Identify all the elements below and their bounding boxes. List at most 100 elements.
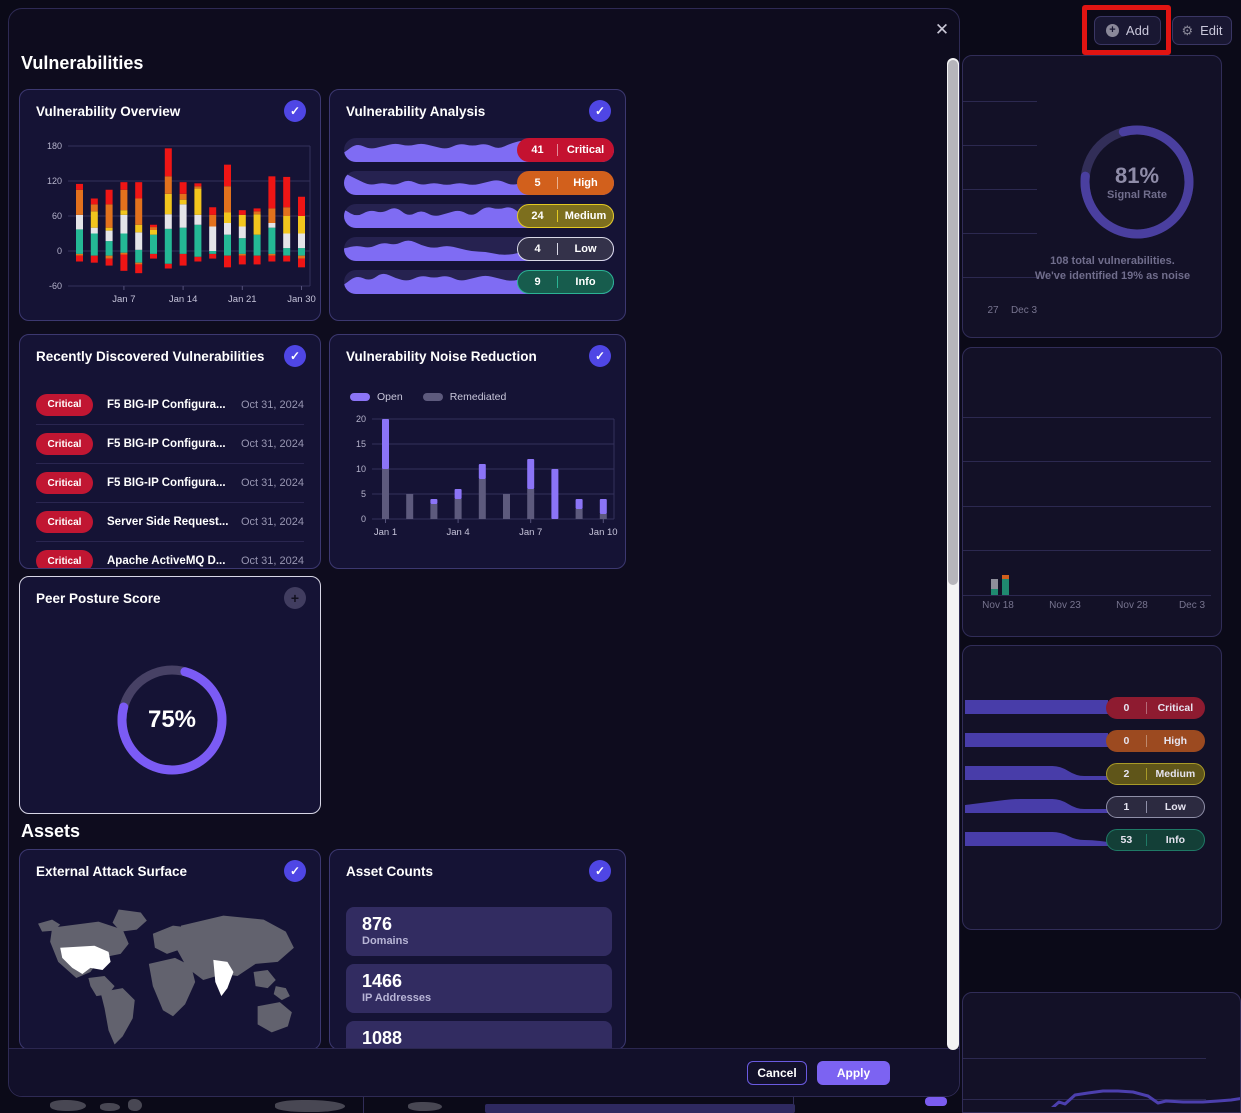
asset-count-tile: 876 Domains (346, 907, 612, 956)
legend-label: Open (377, 391, 403, 403)
section-title-vulnerabilities: Vulnerabilities (21, 53, 144, 73)
severity-badge: Critical (36, 393, 93, 416)
vulnerability-date: Oct 31, 2024 (241, 398, 304, 411)
axis-tick-label: 27 (987, 305, 999, 316)
vulnerability-list-item: Critical Server Side Request... Oct 31, 20… (36, 502, 304, 541)
asset-count-tile: 1466 IP Addresses (346, 964, 612, 1013)
svg-text:Jan 10: Jan 10 (589, 527, 618, 538)
severity-pill-info: 9 Info (517, 270, 614, 294)
peer-posture-gauge: 75% (113, 661, 231, 779)
bg-sparkline-chart (965, 700, 1108, 714)
plus-circle-icon: + (1105, 24, 1119, 37)
widget-selected-toggle[interactable]: ✓ (284, 860, 306, 882)
gridline (963, 145, 1037, 146)
peer-posture-donut (117, 665, 227, 775)
trend-line-chart (1051, 1089, 1240, 1107)
legend-swatch-remediated (422, 393, 443, 402)
widget-card-asset-counts: Asset Counts ✓ 876 Domains 1466 IP Addresse… (329, 849, 626, 1050)
map-fragment (128, 1099, 142, 1111)
axis-tick-label: Dec 3 (1010, 305, 1038, 316)
gridline (963, 595, 1211, 596)
severity-row-critical: 41 Critical (344, 138, 614, 162)
bg-severity-label: Critical (1145, 702, 1204, 714)
severity-label: Low (557, 243, 613, 255)
severity-pill-critical: 41 Critical (517, 138, 614, 162)
vulnerability-list-item: Critical F5 BIG-IP Configura... Oct 31, 20… (36, 424, 304, 463)
vulnerability-list: Critical F5 BIG-IP Configura... Oct 31, 20… (36, 385, 304, 568)
asset-count-value: 1466 (362, 971, 403, 991)
chart-legend: Open Remediated (350, 391, 506, 403)
widget-card-vulnerability-overview: Vulnerability Overview ✓ 180 120 60 0 -60 Jan… (19, 89, 321, 321)
vulnerability-date: Oct 31, 2024 (241, 438, 304, 450)
severity-spark-rows: 41 Critical 5 High 24 Medium 4 Low 9 Info (344, 138, 614, 303)
bg-severity-row-info: 53 Info (963, 828, 1221, 852)
widget-add-toggle[interactable]: + (284, 587, 306, 609)
apply-button[interactable]: Apply (817, 1061, 890, 1085)
svg-text:15: 15 (356, 439, 366, 449)
bg-severity-label: High (1145, 735, 1204, 747)
svg-text:0: 0 (361, 514, 366, 524)
bg-severity-row-critical: 0 Critical (963, 696, 1221, 720)
gridline (963, 550, 1211, 551)
bg-severity-sparkline (965, 731, 1108, 752)
vulnerability-date: Oct 31, 2024 (241, 555, 304, 567)
bg-severity-count: 0 (1123, 702, 1130, 714)
svg-text:Jan 7: Jan 7 (519, 527, 542, 538)
severity-pill-high: 5 High (517, 171, 614, 195)
gridline (963, 1099, 1206, 1100)
add-button[interactable]: + Add (1094, 16, 1161, 45)
bg-severity-sparkline (965, 698, 1108, 719)
trend-bar-segment (991, 589, 998, 595)
scrollbar[interactable] (947, 58, 959, 1050)
noise-reduction-chart: 20 15 10 5 0 Jan 1 Jan 4 Jan 7 Jan 10 (356, 414, 618, 538)
bg-severity-pill-medium: 2 Medium (1106, 763, 1205, 785)
bg-severity-pill-critical: 0 Critical (1106, 697, 1205, 719)
bg-sparkline-chart (965, 799, 1108, 813)
vulnerability-date: Oct 31, 2024 (241, 477, 304, 489)
severity-label: Critical (557, 144, 613, 156)
widget-title: External Attack Surface (36, 864, 188, 879)
widget-title: Vulnerability Overview (36, 104, 181, 119)
vulnerability-name: F5 BIG-IP Configura... (107, 398, 226, 411)
bg-severity-count: 53 (1120, 834, 1133, 846)
widget-modal: ✕ Vulnerabilities Vulnerability Overview… (8, 8, 960, 1097)
bg-severity-row-high: 0 High (963, 729, 1221, 753)
scrollbar-thumb[interactable] (948, 60, 958, 585)
severity-row-info: 9 Info (344, 270, 614, 294)
bg-sparkline-chart (965, 832, 1108, 846)
widget-selected-toggle[interactable]: ✓ (589, 345, 611, 367)
bg-pill-fragment (925, 1097, 947, 1106)
bg-severity-label: Low (1145, 801, 1204, 813)
severity-pill-medium: 24 Medium (517, 204, 614, 228)
svg-text:-60: -60 (49, 281, 62, 291)
widget-card-noise-reduction: Vulnerability Noise Reduction ✓ Open Rem… (329, 334, 626, 569)
widget-selected-toggle[interactable]: ✓ (284, 100, 306, 122)
signal-rate-gauge: 81% Signal Rate (1075, 120, 1199, 244)
map-fragment (100, 1103, 120, 1111)
gridline (963, 277, 1037, 278)
gridline (963, 189, 1037, 190)
gear-icon: ⚙ (1181, 23, 1194, 38)
map-fragment (408, 1102, 442, 1111)
legend-swatch-open (350, 393, 370, 402)
vulnerability-name: F5 BIG-IP Configura... (107, 477, 226, 489)
svg-text:10: 10 (356, 464, 366, 474)
add-button-label: Add (1125, 23, 1150, 38)
widget-selected-toggle[interactable]: ✓ (589, 860, 611, 882)
widget-title: Asset Counts (346, 864, 434, 879)
cancel-button[interactable]: Cancel (747, 1061, 807, 1085)
close-icon[interactable]: ✕ (929, 17, 955, 43)
widget-selected-toggle[interactable]: ✓ (284, 345, 306, 367)
axis-tick-label: Nov 23 (1049, 600, 1081, 611)
widget-selected-toggle[interactable]: ✓ (589, 100, 611, 122)
widget-card-peer-posture-score: Peer Posture Score + 75% (19, 576, 321, 814)
bg-tile-fragment (485, 1104, 795, 1113)
severity-row-low: 4 Low (344, 237, 614, 261)
severity-count: 41 (531, 144, 544, 156)
svg-text:5: 5 (361, 489, 366, 499)
edit-button[interactable]: ⚙ Edit (1172, 16, 1232, 45)
bg-severity-count: 2 (1123, 768, 1130, 780)
svg-text:180: 180 (47, 141, 62, 151)
widget-card-external-attack-surface: External Attack Surface ✓ (19, 849, 321, 1050)
